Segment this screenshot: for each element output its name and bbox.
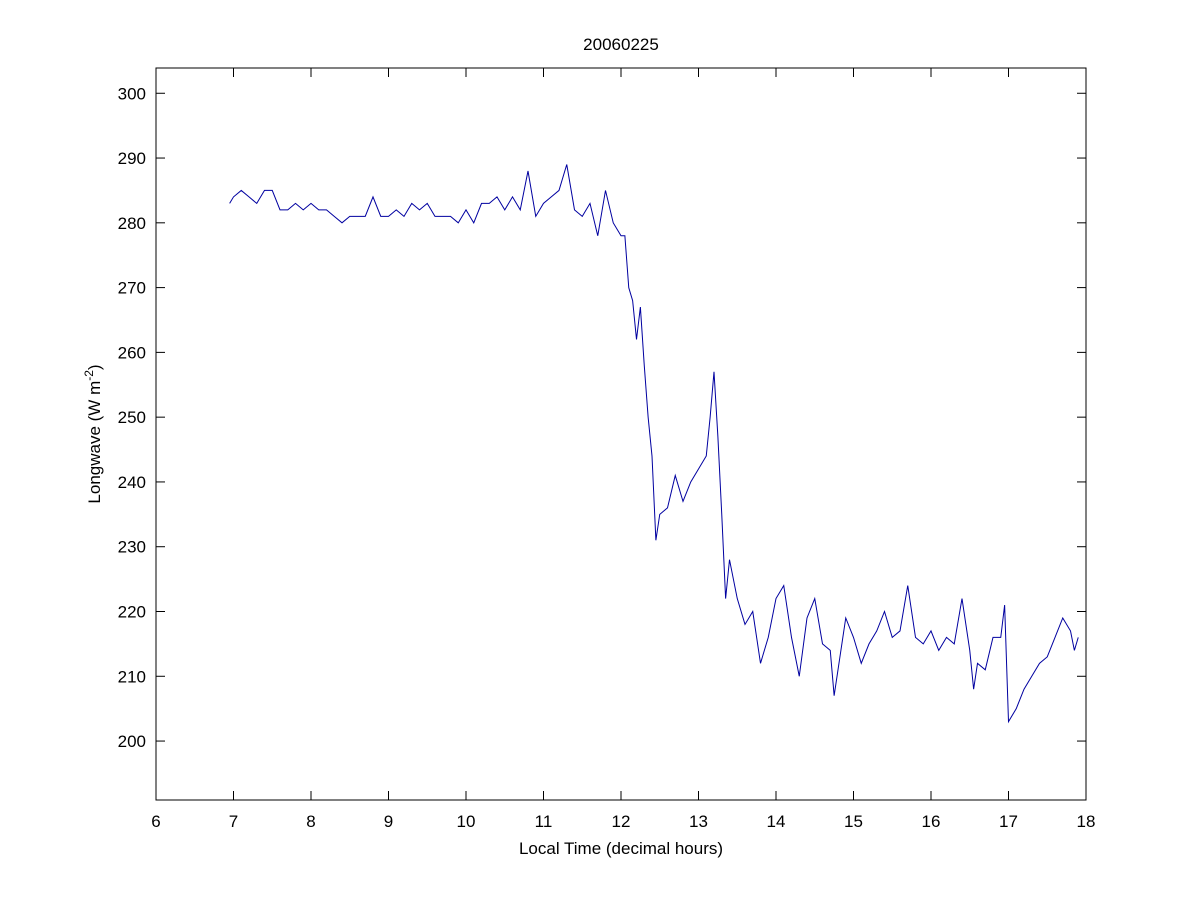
chart-title: 20060225 (583, 35, 659, 54)
y-axis-label-end: ) (85, 364, 104, 370)
x-tick-label: 9 (384, 812, 393, 831)
x-tick-label: 12 (612, 812, 631, 831)
y-tick-label: 240 (118, 473, 146, 492)
y-tick-label: 200 (118, 732, 146, 751)
x-tick-label: 11 (535, 812, 553, 831)
y-tick-label: 300 (118, 84, 146, 103)
y-axis-label-text: Longwave (W m (85, 381, 104, 504)
data-line (229, 164, 1079, 724)
y-tick-label: 250 (118, 408, 146, 427)
y-tick-label: 290 (118, 149, 146, 168)
x-tick-label: 17 (999, 812, 1018, 831)
y-axis-label-sup: -2 (82, 370, 96, 381)
x-tick-label: 14 (767, 812, 786, 831)
x-tick-label: 7 (229, 812, 238, 831)
x-axis-label: Local Time (decimal hours) (519, 839, 723, 858)
y-axis-label: Longwave (W m-2) (82, 364, 104, 503)
x-tick-label: 15 (844, 812, 863, 831)
y-tick-label: 280 (118, 214, 146, 233)
x-tick-label: 10 (457, 812, 476, 831)
y-tick-label: 270 (118, 279, 146, 298)
x-tick-label: 13 (689, 812, 708, 831)
x-tick-label: 16 (922, 812, 941, 831)
y-tick-label: 260 (118, 343, 146, 362)
y-tick-label: 230 (118, 538, 146, 557)
y-tick-label: 210 (118, 667, 146, 686)
x-tick-label: 8 (306, 812, 315, 831)
y-tick-label: 220 (118, 602, 146, 621)
x-tick-label: 6 (151, 812, 160, 831)
x-tick-label: 18 (1077, 812, 1096, 831)
plot-frame (155, 67, 1087, 801)
